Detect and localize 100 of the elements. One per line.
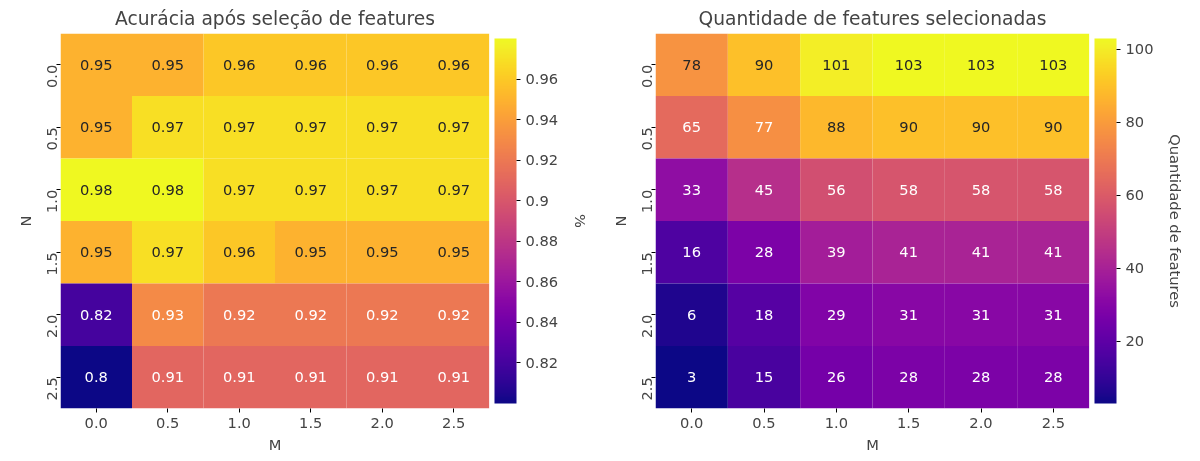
data-label: 0.91 xyxy=(151,368,185,386)
data-label: 0.96 xyxy=(365,55,399,73)
data-label: 58 xyxy=(899,180,918,198)
data-label: 0.97 xyxy=(222,180,256,198)
x-tick-label: 0.5 xyxy=(156,413,180,431)
data-label: 28 xyxy=(754,243,774,261)
y-tick-label: 2.0 xyxy=(42,314,60,339)
data-label: 90 xyxy=(1044,118,1063,136)
color-bar-label: 0.86 xyxy=(525,272,559,290)
data-label: 41 xyxy=(1044,243,1063,261)
x-tick-label: 2.0 xyxy=(370,413,394,431)
y-tick-label: 2.5 xyxy=(637,377,655,401)
data-label: 0.91 xyxy=(222,368,256,386)
y-tick-label: 0.5 xyxy=(637,127,655,151)
data-label: 41 xyxy=(899,243,918,261)
data-label: 0.92 xyxy=(365,305,399,323)
color-bar-label: 0.92 xyxy=(525,151,559,169)
data-label: 0.92 xyxy=(222,305,256,323)
data-label: 58 xyxy=(971,180,991,198)
color-bar-label: 60 xyxy=(1125,186,1145,204)
chart-title: Acurácia após seleção de features xyxy=(115,7,435,29)
color-bar-label: 0.82 xyxy=(525,353,559,371)
data-label: 0.97 xyxy=(151,243,185,261)
data-label: 90 xyxy=(754,55,774,73)
data-label: 16 xyxy=(682,243,701,261)
x-tick-label: 0.0 xyxy=(84,413,108,431)
data-label: 90 xyxy=(899,118,918,136)
data-label: 0.96 xyxy=(222,243,256,261)
color-bar-label: 100 xyxy=(1125,40,1154,58)
color-bar-label: 40 xyxy=(1125,259,1145,277)
data-label: 15 xyxy=(754,368,774,386)
data-label: 0.95 xyxy=(79,243,113,261)
data-label: 28 xyxy=(971,368,991,386)
data-label: 78 xyxy=(682,55,701,73)
data-label: 41 xyxy=(971,243,991,261)
data-label: 103 xyxy=(967,55,995,73)
color-bar-label: 0.84 xyxy=(525,313,559,331)
x-tick-label: 0.0 xyxy=(680,413,704,431)
data-label: 0.97 xyxy=(151,118,185,136)
data-label: 0.95 xyxy=(79,55,113,73)
data-label: 31 xyxy=(899,305,918,323)
data-label: 0.96 xyxy=(294,55,328,73)
x-tick-label: 1.0 xyxy=(824,413,848,431)
y-axis-title: N xyxy=(611,215,629,227)
color-bar-label: 80 xyxy=(1125,113,1145,131)
x-tick-label: 0.5 xyxy=(752,413,776,431)
data-label: 0.97 xyxy=(365,180,399,198)
data-label: 0.97 xyxy=(365,118,399,136)
data-label: 88 xyxy=(827,118,846,136)
x-tick-label: 2.0 xyxy=(969,413,993,431)
data-label: 103 xyxy=(894,55,923,73)
color-bar-label: 0.88 xyxy=(525,232,559,250)
data-label: 0.97 xyxy=(294,180,328,198)
data-label: 103 xyxy=(1039,55,1068,73)
data-label: 26 xyxy=(827,368,846,386)
x-tick-label: 2.5 xyxy=(1041,413,1065,431)
data-label: 58 xyxy=(1044,180,1063,198)
data-label: 0.95 xyxy=(151,55,185,73)
x-tick-label: 2.5 xyxy=(442,413,466,431)
data-label: 77 xyxy=(754,118,774,136)
color-bar-label: 0.94 xyxy=(525,110,559,128)
color-bar-label: 0.9 xyxy=(525,191,549,209)
data-label: 65 xyxy=(682,118,701,136)
data-label: 28 xyxy=(899,368,918,386)
color-bar-label: 20 xyxy=(1125,332,1145,350)
data-label: 0.97 xyxy=(437,180,471,198)
data-label: 0.91 xyxy=(437,368,471,386)
y-tick-label: 0.5 xyxy=(42,127,60,151)
data-label: 0.96 xyxy=(222,55,256,73)
data-label: 0.96 xyxy=(437,55,471,73)
x-tick-label: 1.5 xyxy=(897,413,921,431)
data-label: 0.93 xyxy=(151,305,185,323)
y-tick-label: 1.0 xyxy=(637,189,655,214)
data-label: 0.97 xyxy=(437,118,471,136)
data-label: 33 xyxy=(682,180,701,198)
color-bar-title: Quantidade de features xyxy=(1166,134,1184,308)
data-label: 90 xyxy=(971,118,991,136)
data-label: 101 xyxy=(822,55,851,73)
data-label: 0.8 xyxy=(84,368,108,386)
x-tick-label: 1.0 xyxy=(227,413,251,431)
x-axis-title: M xyxy=(268,435,282,453)
data-label: 45 xyxy=(754,180,774,198)
chart-title: Quantidade de features selecionadas xyxy=(698,7,1047,29)
data-label: 56 xyxy=(827,180,846,198)
data-label: 0.92 xyxy=(294,305,328,323)
data-label: 31 xyxy=(971,305,991,323)
y-tick-label: 1.0 xyxy=(42,189,60,214)
data-label: 0.82 xyxy=(79,305,113,323)
data-label: 0.98 xyxy=(79,180,113,198)
data-label: 0.95 xyxy=(437,243,471,261)
data-label: 0.91 xyxy=(294,368,328,386)
y-tick-label: 2.5 xyxy=(42,377,60,401)
data-label: 0.98 xyxy=(151,180,185,198)
data-label: 0.95 xyxy=(365,243,399,261)
data-label: 0.97 xyxy=(222,118,256,136)
data-label: 0.91 xyxy=(365,368,399,386)
y-tick-label: 1.5 xyxy=(42,252,60,276)
data-label: 29 xyxy=(827,305,846,323)
data-label: 0.95 xyxy=(294,243,328,261)
y-tick-label: 0.0 xyxy=(42,64,60,89)
